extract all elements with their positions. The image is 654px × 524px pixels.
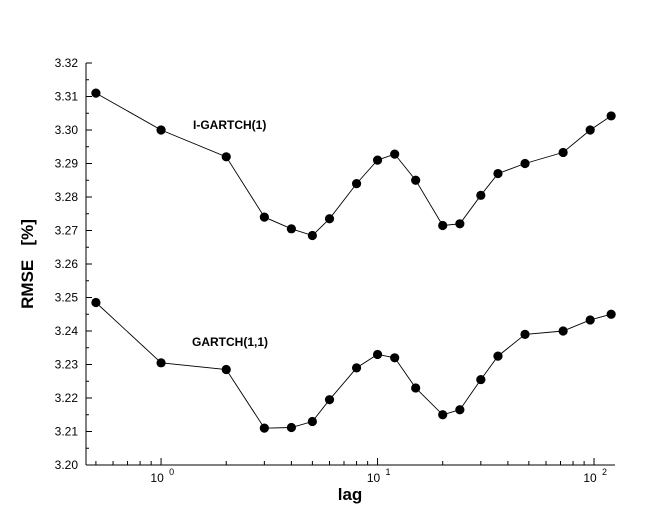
x-tick-exponent: 2 bbox=[602, 467, 607, 477]
y-tick-label: 3.32 bbox=[55, 56, 79, 70]
x-tick-exponent: 1 bbox=[386, 467, 391, 477]
x-axis-title: lag bbox=[338, 485, 363, 504]
y-tick-label: 3.24 bbox=[55, 324, 79, 338]
data-point bbox=[286, 422, 297, 433]
data-point bbox=[259, 212, 269, 222]
data-point bbox=[307, 230, 317, 241]
y-tick-label: 3.23 bbox=[55, 358, 79, 372]
y-tick-label: 3.21 bbox=[55, 425, 79, 439]
y-tick-label: 3.29 bbox=[55, 157, 79, 171]
data-point bbox=[390, 353, 400, 363]
data-point bbox=[438, 410, 448, 420]
data-point bbox=[558, 326, 568, 336]
data-point bbox=[372, 155, 383, 165]
data-point bbox=[307, 416, 317, 427]
data-point bbox=[91, 88, 101, 98]
series-label-i-gartch: I-GARTCH(1) bbox=[193, 118, 266, 132]
y-tick-label: 3.30 bbox=[55, 123, 79, 137]
data-point bbox=[438, 220, 448, 231]
data-point bbox=[520, 158, 530, 169]
data-point bbox=[606, 309, 616, 319]
data-point bbox=[585, 315, 595, 325]
data-point bbox=[455, 405, 465, 415]
data-point bbox=[372, 349, 383, 360]
data-point bbox=[351, 179, 362, 189]
data-point bbox=[259, 423, 269, 433]
x-tick-label: 10 bbox=[583, 471, 597, 485]
data-point bbox=[156, 358, 166, 368]
y-tick-label: 3.26 bbox=[55, 257, 79, 271]
series-points bbox=[91, 88, 616, 433]
y-tick-label: 3.20 bbox=[55, 458, 79, 472]
y-tick-label: 3.25 bbox=[55, 291, 79, 305]
y-tick-label: 3.22 bbox=[55, 391, 79, 405]
data-point bbox=[286, 224, 297, 234]
data-point bbox=[411, 175, 421, 185]
data-point bbox=[411, 383, 421, 393]
series-label-gartch: GARTCH(1,1) bbox=[192, 335, 268, 349]
data-point bbox=[493, 168, 503, 179]
plot-frame bbox=[85, 63, 615, 466]
data-point bbox=[351, 363, 362, 373]
data-point bbox=[476, 190, 486, 200]
data-point bbox=[493, 351, 503, 361]
data-point bbox=[585, 125, 595, 135]
y-axis-title: RMSE [%] bbox=[18, 219, 37, 309]
data-point bbox=[324, 395, 335, 405]
x-tick-exponent: 0 bbox=[169, 467, 174, 477]
series-lines bbox=[95, 92, 612, 429]
data-point bbox=[390, 149, 400, 159]
data-point bbox=[221, 152, 231, 162]
data-point bbox=[455, 219, 465, 229]
y-tick-label: 3.27 bbox=[55, 224, 79, 238]
data-point bbox=[520, 329, 530, 339]
data-point bbox=[324, 214, 335, 224]
y-ticks: 3.20 3.21 3.22 3.23 3.24 3.25 3.26 3.27 3.28 3.29… bbox=[55, 56, 92, 472]
x-tick-label: 10 bbox=[150, 471, 164, 485]
data-point bbox=[606, 111, 616, 121]
y-tick-label: 3.28 bbox=[55, 190, 79, 204]
y-tick-label: 3.31 bbox=[55, 90, 79, 104]
data-point bbox=[91, 297, 101, 308]
series-line-0 bbox=[95, 92, 612, 237]
x-ticks: 10 0 10 1 10 2 bbox=[95, 458, 607, 485]
data-point bbox=[476, 374, 486, 385]
data-point bbox=[221, 364, 231, 375]
x-tick-label: 10 bbox=[367, 471, 381, 485]
data-point bbox=[558, 147, 568, 158]
data-point bbox=[156, 125, 166, 135]
